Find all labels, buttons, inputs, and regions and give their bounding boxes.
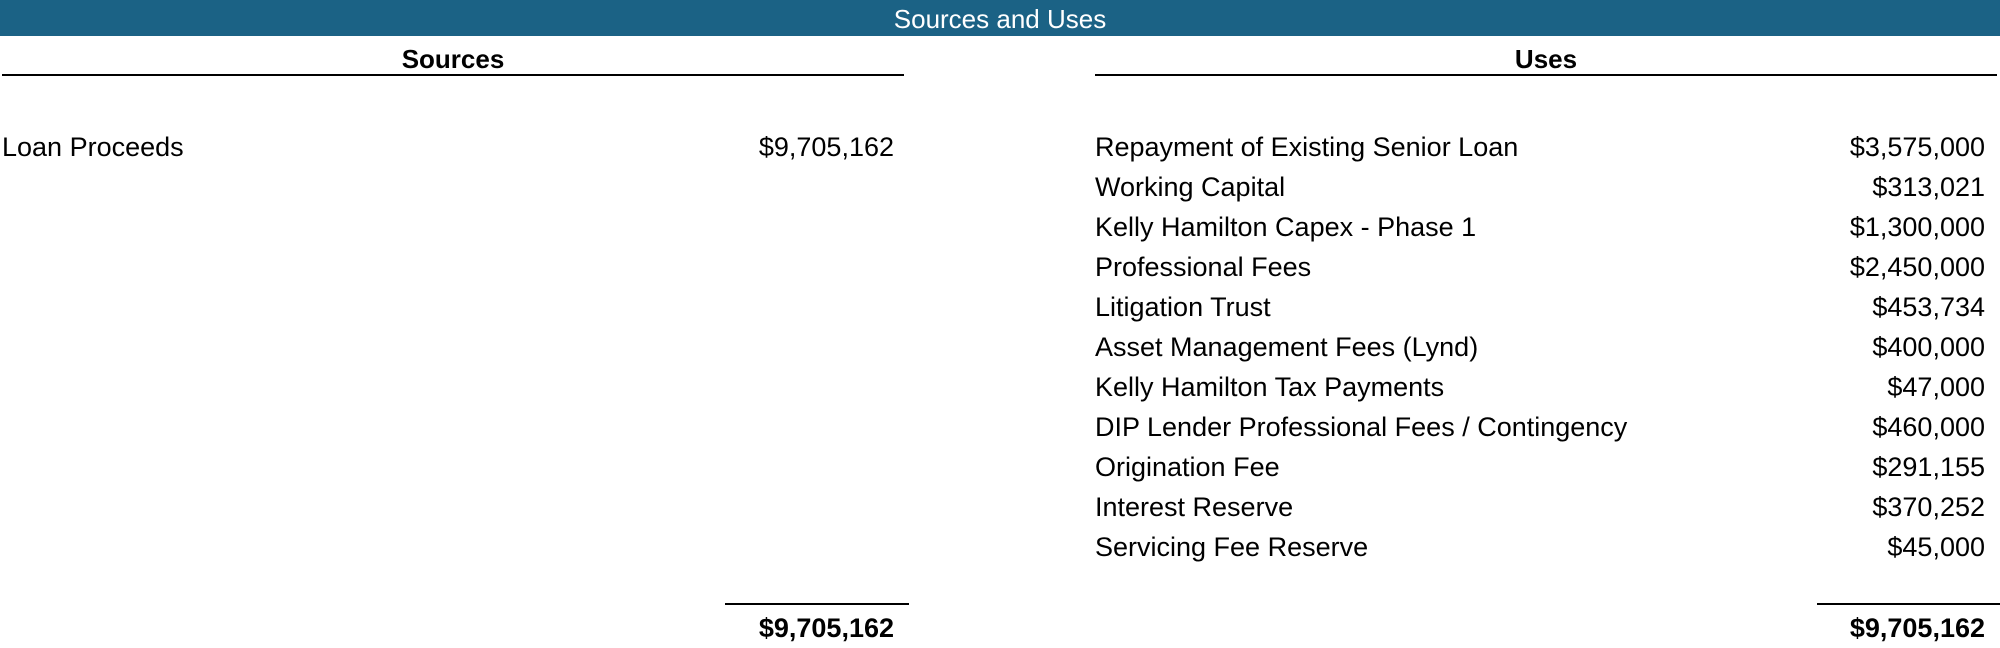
uses-row-amount: $313,021 [1872, 172, 1985, 202]
uses-row-amount: $2,450,000 [1849, 252, 1985, 282]
uses-row-label: Repayment of Existing Senior Loan [1095, 132, 1519, 162]
uses-row: Interest Reserve $370,252 [1095, 487, 1985, 527]
uses-row-amount: $370,252 [1872, 492, 1985, 522]
uses-total-divider [1817, 603, 2000, 605]
uses-row: Kelly Hamilton Tax Payments $47,000 [1095, 367, 1985, 407]
uses-row-amount: $47,000 [1887, 372, 1985, 402]
uses-row-label: DIP Lender Professional Fees / Contingen… [1095, 412, 1628, 442]
sources-row-label: Loan Proceeds [2, 132, 184, 162]
uses-row: Working Capital $313,021 [1095, 167, 1985, 207]
uses-total: $9,705,162 [1849, 613, 1985, 643]
uses-row-label: Professional Fees [1095, 252, 1312, 282]
uses-row: Litigation Trust $453,734 [1095, 287, 1985, 327]
sources-header: Sources [2, 40, 904, 76]
uses-row-label: Kelly Hamilton Capex - Phase 1 [1095, 212, 1477, 242]
uses-row-amount: $291,155 [1872, 452, 1985, 482]
uses-row-amount: $3,575,000 [1849, 132, 1985, 162]
uses-row-amount: $45,000 [1887, 532, 1985, 562]
uses-row-label: Working Capital [1095, 172, 1286, 202]
sources-total-divider [725, 603, 909, 605]
uses-row-amount: $1,300,000 [1849, 212, 1985, 242]
uses-row: Professional Fees $2,450,000 [1095, 247, 1985, 287]
uses-row-label: Interest Reserve [1095, 492, 1294, 522]
uses-row-label: Asset Management Fees (Lynd) [1095, 332, 1479, 362]
uses-row: Asset Management Fees (Lynd) $400,000 [1095, 327, 1985, 367]
uses-row-label: Litigation Trust [1095, 292, 1271, 322]
uses-row: DIP Lender Professional Fees / Contingen… [1095, 407, 1985, 447]
uses-row: Servicing Fee Reserve $45,000 [1095, 527, 1985, 567]
uses-header: Uses [1095, 40, 1997, 76]
uses-row-amount: $460,000 [1872, 412, 1985, 442]
uses-row-label: Origination Fee [1095, 452, 1280, 482]
uses-row-label: Kelly Hamilton Tax Payments [1095, 372, 1445, 402]
uses-row-amount: $453,734 [1872, 292, 1985, 322]
uses-row: Repayment of Existing Senior Loan $3,575… [1095, 127, 1985, 167]
sources-row: Loan Proceeds $9,705,162 [2, 127, 894, 167]
uses-row-amount: $400,000 [1872, 332, 1985, 362]
sources-row-amount: $9,705,162 [758, 132, 894, 162]
uses-row: Origination Fee $291,155 [1095, 447, 1985, 487]
page-title: Sources and Uses [0, 0, 2000, 36]
sources-total: $9,705,162 [758, 613, 894, 643]
uses-row-label: Servicing Fee Reserve [1095, 532, 1369, 562]
uses-row: Kelly Hamilton Capex - Phase 1 $1,300,00… [1095, 207, 1985, 247]
